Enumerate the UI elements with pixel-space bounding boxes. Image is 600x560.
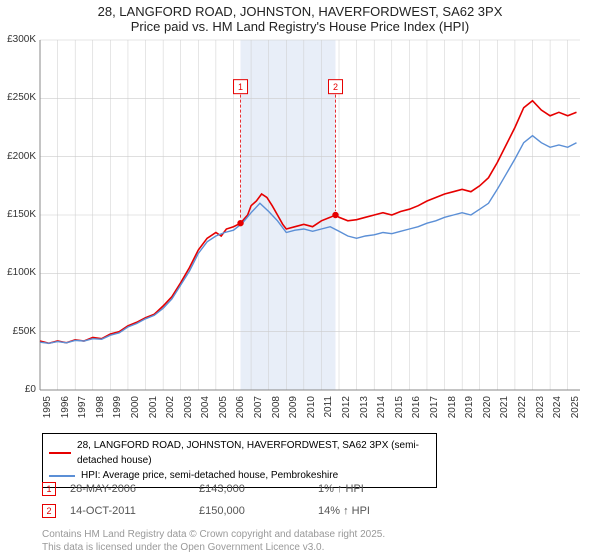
xtick-label: 2023 xyxy=(535,396,546,426)
legend-label: 28, LANGFORD ROAD, JOHNSTON, HAVERFORDWE… xyxy=(77,438,430,468)
xtick-label: 2021 xyxy=(499,396,510,426)
marker-badge-number: 2 xyxy=(333,82,338,92)
ytick-label: £150K xyxy=(0,209,36,220)
marker-table-date: 28-MAY-2006 xyxy=(70,483,185,495)
marker-table-date: 14-OCT-2011 xyxy=(70,505,185,517)
legend-row: 28, LANGFORD ROAD, JOHNSTON, HAVERFORDWE… xyxy=(49,438,430,468)
xtick-label: 2001 xyxy=(148,396,159,426)
xtick-label: 2008 xyxy=(271,396,282,426)
copyright-text: Contains HM Land Registry data © Crown c… xyxy=(42,528,385,554)
copyright-line2: This data is licensed under the Open Gov… xyxy=(42,541,385,554)
chart-svg: 12 xyxy=(0,0,600,396)
xtick-label: 2003 xyxy=(183,396,194,426)
marker-table: 1 28-MAY-2006 £143,000 1% ↑ HPI 2 14-OCT-2011… xyxy=(42,478,398,522)
chart-area: 12£0£50K£100K£150K£200K£250K£300K1995199… xyxy=(0,0,600,430)
ytick-label: £300K xyxy=(0,34,36,45)
marker-point xyxy=(237,220,243,226)
marker-table-price: £143,000 xyxy=(199,483,304,495)
xtick-label: 2010 xyxy=(306,396,317,426)
xtick-label: 2011 xyxy=(323,396,334,426)
xtick-label: 2014 xyxy=(376,396,387,426)
xtick-label: 1999 xyxy=(112,396,123,426)
legend-swatch xyxy=(49,452,71,454)
xtick-label: 2025 xyxy=(570,396,581,426)
xtick-label: 2002 xyxy=(165,396,176,426)
xtick-label: 1996 xyxy=(60,396,71,426)
ytick-label: £0 xyxy=(0,384,36,395)
ytick-label: £250K xyxy=(0,92,36,103)
xtick-label: 2016 xyxy=(411,396,422,426)
xtick-label: 2022 xyxy=(517,396,528,426)
marker-table-pct: 14% ↑ HPI xyxy=(318,505,398,517)
xtick-label: 2012 xyxy=(341,396,352,426)
xtick-label: 2005 xyxy=(218,396,229,426)
xtick-label: 2006 xyxy=(235,396,246,426)
marker-table-row: 1 28-MAY-2006 £143,000 1% ↑ HPI xyxy=(42,478,398,500)
xtick-label: 2018 xyxy=(447,396,458,426)
xtick-label: 2007 xyxy=(253,396,264,426)
xtick-label: 1997 xyxy=(77,396,88,426)
copyright-line1: Contains HM Land Registry data © Crown c… xyxy=(42,528,385,541)
xtick-label: 2009 xyxy=(288,396,299,426)
marker-point xyxy=(332,212,338,218)
xtick-label: 2000 xyxy=(130,396,141,426)
ytick-label: £100K xyxy=(0,267,36,278)
xtick-label: 1995 xyxy=(42,396,53,426)
ytick-label: £200K xyxy=(0,151,36,162)
marker-table-pct: 1% ↑ HPI xyxy=(318,483,398,495)
xtick-label: 2004 xyxy=(200,396,211,426)
marker-table-badge: 2 xyxy=(42,504,56,518)
marker-table-badge: 1 xyxy=(42,482,56,496)
xtick-label: 2020 xyxy=(482,396,493,426)
xtick-label: 2024 xyxy=(552,396,563,426)
xtick-label: 1998 xyxy=(95,396,106,426)
ytick-label: £50K xyxy=(0,326,36,337)
marker-badge-number: 1 xyxy=(238,82,243,92)
xtick-label: 2015 xyxy=(394,396,405,426)
legend-swatch xyxy=(49,475,75,477)
xtick-label: 2013 xyxy=(359,396,370,426)
xtick-label: 2019 xyxy=(464,396,475,426)
xtick-label: 2017 xyxy=(429,396,440,426)
marker-table-row: 2 14-OCT-2011 £150,000 14% ↑ HPI xyxy=(42,500,398,522)
marker-table-price: £150,000 xyxy=(199,505,304,517)
